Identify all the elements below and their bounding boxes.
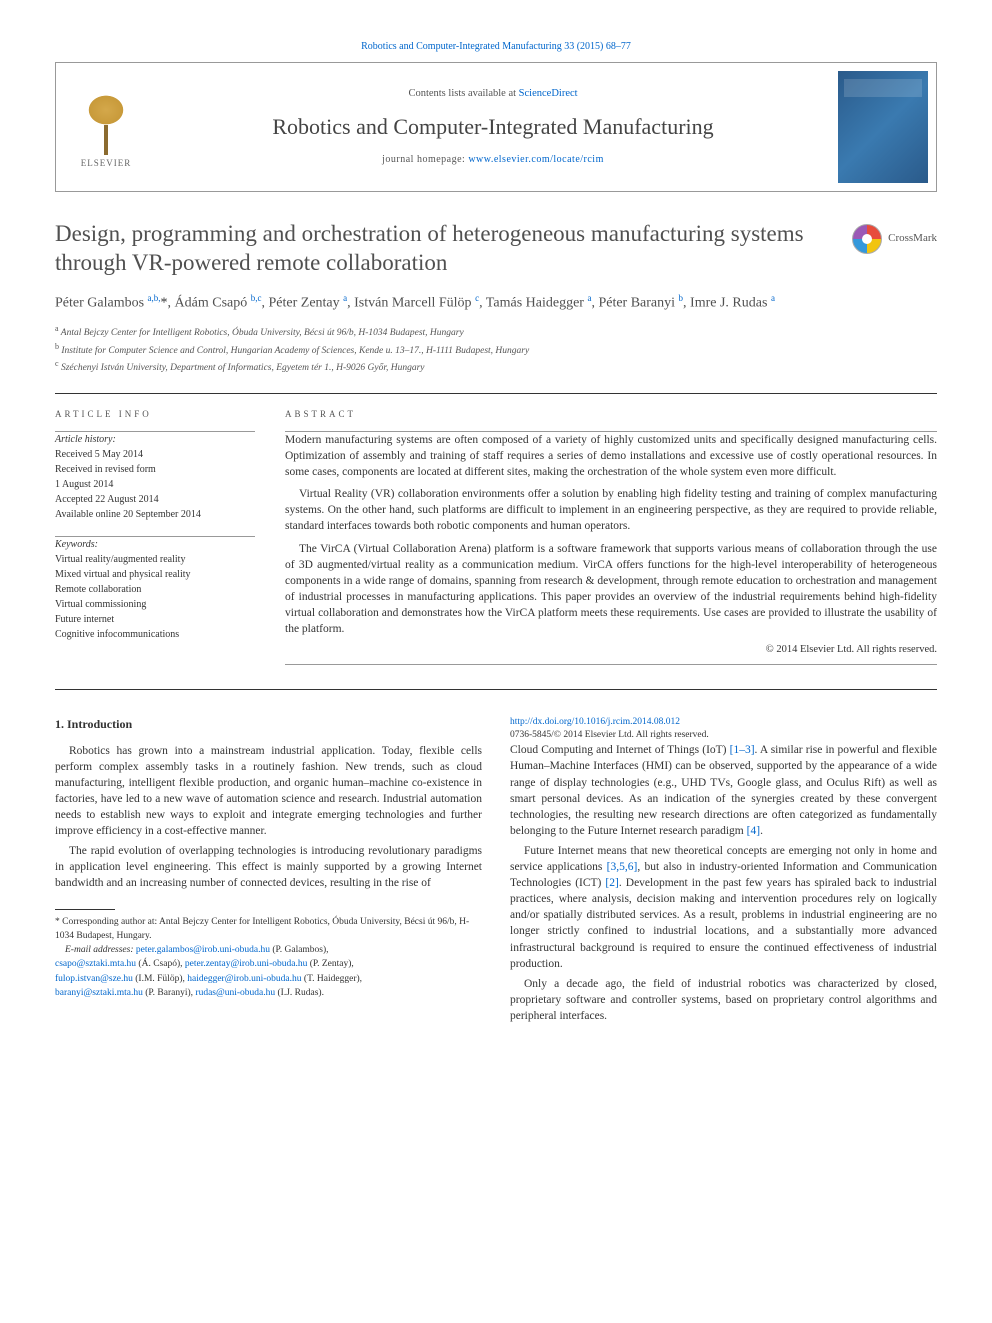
contents-prefix: Contents lists available at xyxy=(408,88,518,99)
header-center: Contents lists available at ScienceDirec… xyxy=(156,63,830,191)
article-title: Design, programming and orchestration of… xyxy=(55,220,832,278)
crossmark-badge[interactable]: CrossMark xyxy=(852,224,937,254)
abstract-para: The VirCA (Virtual Collaboration Arena) … xyxy=(285,541,937,638)
homepage-link[interactable]: www.elsevier.com/locate/rcim xyxy=(468,154,604,165)
body-para: Only a decade ago, the field of industri… xyxy=(510,976,937,1024)
email-link[interactable]: rudas@uni-obuda.hu xyxy=(195,988,275,998)
journal-name: Robotics and Computer-Integrated Manufac… xyxy=(156,112,830,143)
citation-ref[interactable]: [4] xyxy=(747,825,760,837)
email-link[interactable]: haidegger@irob.uni-obuda.hu xyxy=(187,974,301,984)
homepage-line: journal homepage: www.elsevier.com/locat… xyxy=(156,153,830,167)
body-text: 1. Introduction Robotics has grown into … xyxy=(55,716,937,1024)
elsevier-logo: ELSEVIER xyxy=(56,63,156,191)
crossmark-label: CrossMark xyxy=(888,231,937,246)
elsevier-tree-icon xyxy=(76,85,136,155)
abstract-copyright: © 2014 Elsevier Ltd. All rights reserved… xyxy=(285,643,937,658)
email-link[interactable]: peter.galambos@irob.uni-obuda.hu xyxy=(136,945,270,955)
body-para: The rapid evolution of overlapping techn… xyxy=(55,843,482,891)
footnotes: * Corresponding author at: Antal Bejczy … xyxy=(55,916,482,1000)
contents-line: Contents lists available at ScienceDirec… xyxy=(156,87,830,102)
body-para: Cloud Computing and Internet of Things (… xyxy=(510,742,937,839)
affiliation: b Institute for Computer Science and Con… xyxy=(55,341,937,358)
email-link[interactable]: peter.zentay@irob.uni-obuda.hu xyxy=(185,959,307,969)
doi-link[interactable]: http://dx.doi.org/10.1016/j.rcim.2014.08… xyxy=(510,717,680,727)
citation-link[interactable]: Robotics and Computer-Integrated Manufac… xyxy=(361,41,631,52)
body-para: Robotics has grown into a mainstream ind… xyxy=(55,743,482,840)
journal-header: ELSEVIER Contents lists available at Sci… xyxy=(55,62,937,192)
affiliation: c Széchenyi István University, Departmen… xyxy=(55,358,937,375)
running-citation: Robotics and Computer-Integrated Manufac… xyxy=(55,40,937,54)
corresponding-note: * Corresponding author at: Antal Bejczy … xyxy=(55,916,482,943)
abstract-para: Modern manufacturing systems are often c… xyxy=(285,432,937,480)
citation-ref[interactable]: [2] xyxy=(605,877,618,889)
email-link[interactable]: csapo@sztaki.mta.hu xyxy=(55,959,136,969)
abstract-heading: ABSTRACT xyxy=(285,408,937,421)
article-info: ARTICLE INFO Article history: Received 5… xyxy=(55,408,255,664)
homepage-prefix: journal homepage: xyxy=(382,154,468,165)
elsevier-label: ELSEVIER xyxy=(81,157,132,170)
email-link[interactable]: fulop.istvan@sze.hu xyxy=(55,974,133,984)
abstract-para: Virtual Reality (VR) collaboration envir… xyxy=(285,486,937,534)
affiliation: a Antal Bejczy Center for Intelligent Ro… xyxy=(55,323,937,340)
sciencedirect-link[interactable]: ScienceDirect xyxy=(519,88,578,99)
keywords: Keywords: Virtual reality/augmented real… xyxy=(55,537,255,642)
journal-cover-thumb xyxy=(838,71,928,183)
email-addresses: E-mail addresses: peter.galambos@irob.un… xyxy=(55,944,482,957)
section-heading: 1. Introduction xyxy=(55,716,482,733)
citation-ref[interactable]: [1–3] xyxy=(730,744,755,756)
info-heading: ARTICLE INFO xyxy=(55,408,255,421)
email-link[interactable]: baranyi@sztaki.mta.hu xyxy=(55,988,143,998)
crossmark-icon xyxy=(852,224,882,254)
issn-copyright: 0736-5845/© 2014 Elsevier Ltd. All right… xyxy=(510,730,709,740)
doi-block: http://dx.doi.org/10.1016/j.rcim.2014.08… xyxy=(510,716,937,743)
abstract: ABSTRACT Modern manufacturing systems ar… xyxy=(285,408,937,664)
article-history: Article history: Received 5 May 2014 Rec… xyxy=(55,432,255,522)
author-list: Péter Galambos a,b,*, Ádám Csapó b,c, Pé… xyxy=(55,292,937,314)
body-para: Future Internet means that new theoretic… xyxy=(510,843,937,972)
citation-ref[interactable]: [3,5,6] xyxy=(607,861,638,873)
affiliations: a Antal Bejczy Center for Intelligent Ro… xyxy=(55,323,937,375)
